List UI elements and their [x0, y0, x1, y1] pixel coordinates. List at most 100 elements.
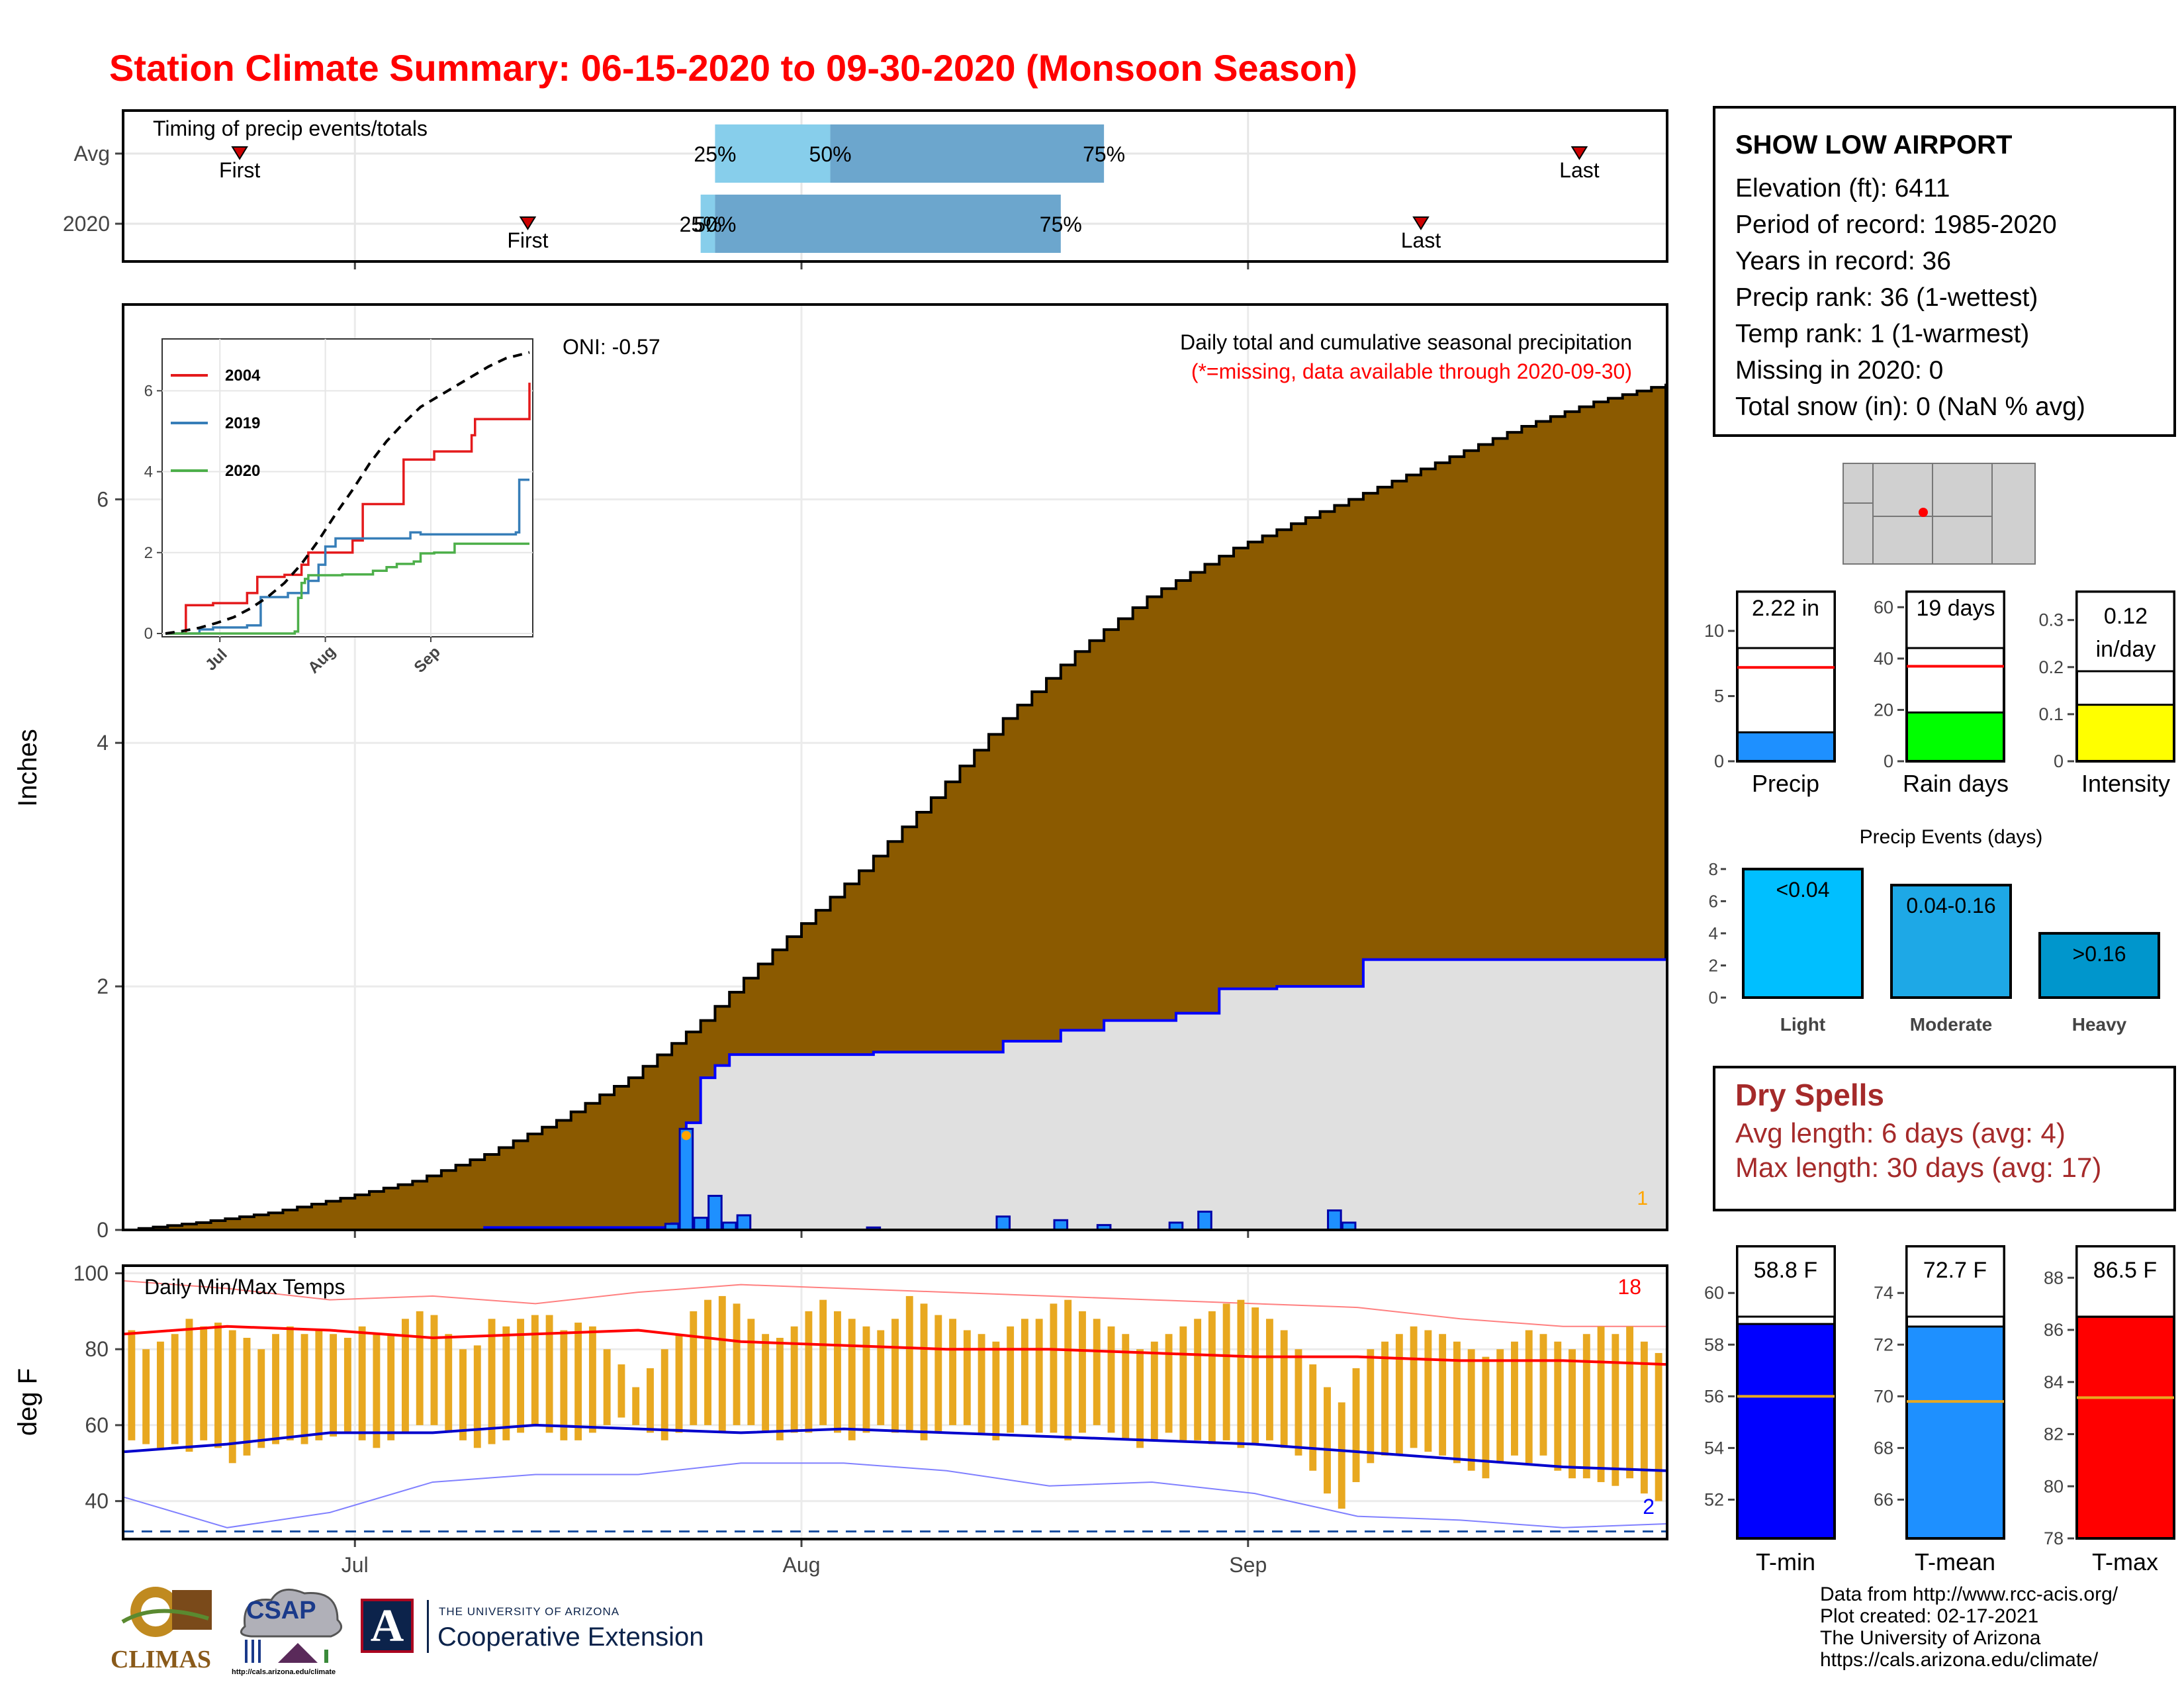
- record-high-line: [124, 1280, 1666, 1327]
- daily-temp-bar: [1612, 1334, 1619, 1486]
- precip-ytick-label: 2: [97, 974, 109, 998]
- events-ytick-label: 0: [1709, 988, 1718, 1008]
- daily-temp-bar: [675, 1334, 683, 1433]
- precip-value-label: 2.22 in: [1752, 596, 1819, 621]
- daily-temp-bar: [1640, 1341, 1648, 1494]
- daily-temp-bar: [1064, 1299, 1072, 1440]
- tmean-category-label: T-mean: [1915, 1548, 1995, 1575]
- daily-temp-bar: [1511, 1341, 1518, 1456]
- dry-spells-avg: Avg length: 6 days (avg: 4): [1735, 1117, 2066, 1149]
- events-ytick-label: 2: [1709, 955, 1718, 975]
- timing-bar-q25-q50: [700, 195, 715, 253]
- daily-temp-bar: [647, 1368, 654, 1433]
- timing-panel-border: [122, 109, 1668, 263]
- intensity-category-label: Intensity: [2081, 770, 2170, 797]
- daily-temp-bar: [790, 1326, 798, 1433]
- daily-precip-bar: [1053, 1219, 1069, 1231]
- daily-temp-bar: [1352, 1368, 1360, 1482]
- precip-ytick-label: 0: [97, 1218, 109, 1242]
- inset-ytick-label: 2: [144, 544, 153, 562]
- daily-temp-bar: [1021, 1319, 1028, 1425]
- daily-temp-bar: [1150, 1341, 1158, 1440]
- csap-url: http://cals.arizona.edu/climate: [232, 1668, 336, 1676]
- tmean-value-box: [1905, 1245, 2005, 1318]
- avg-tmax-line: [124, 1325, 1666, 1366]
- temp-count-max: 18: [1617, 1275, 1641, 1299]
- events-bin-label: >0.16: [2073, 942, 2126, 966]
- cumulative-2020-area: [484, 959, 1666, 1230]
- daily-temp-bar: [286, 1326, 294, 1440]
- daily-temp-bar: [1582, 1334, 1590, 1479]
- raindays_summary-ytick-label: 60: [1874, 597, 1893, 617]
- daily-temp-bar: [1050, 1303, 1058, 1433]
- station-info-panel: SHOW LOW AIRPORT Elevation (ft): 6411 Pe…: [1713, 106, 2176, 437]
- oni-annotation: ONI: -0.57: [563, 335, 660, 359]
- temp-ytick-label: 40: [85, 1489, 109, 1513]
- tmin_summary-ytick-label: 60: [1704, 1283, 1724, 1303]
- dry-spells-heading: Dry Spells: [1735, 1078, 1884, 1112]
- timing-last-marker: [1412, 216, 1430, 230]
- daily-temp-bar: [920, 1303, 928, 1440]
- record-low-line: [124, 1462, 1666, 1528]
- daily-temp-bar: [228, 1330, 236, 1464]
- tmin_summary-chart: 52 54 56 58 60: [1704, 1245, 1836, 1540]
- avg-tmin-line: [124, 1423, 1666, 1472]
- inset-series-line: [165, 542, 529, 635]
- precip_summary-ytick-label: 10: [1704, 621, 1724, 641]
- credit-line: Data from http://www.rcc-acis.org/: [1820, 1583, 2118, 1605]
- timing-first-marker: [519, 216, 537, 230]
- tmean_summary-chart: 66 68 70 72 74: [1874, 1245, 2005, 1540]
- state-borders: [1843, 463, 1993, 564]
- daily-temp-bar: [1525, 1330, 1533, 1464]
- page-title: Station Climate Summary: 06-15-2020 to 0…: [109, 47, 1357, 89]
- timing-q50-label: 50%: [694, 212, 736, 236]
- events-bin-label: <0.04: [1776, 878, 1830, 902]
- timing-first-label: First: [507, 228, 548, 252]
- daily-temp-bar: [1295, 1349, 1302, 1456]
- daily-temp-bar: [1324, 1387, 1331, 1494]
- tmean-value-label: 72.7 F: [1923, 1258, 1987, 1283]
- daily-temp-bar: [387, 1334, 395, 1440]
- credit-line: https://cals.arizona.edu/climate/: [1820, 1649, 2099, 1671]
- intensity_summary-chart: 0 0.1 0.2 0.3: [2038, 590, 2175, 771]
- tmax_summary-chart: 78 80 82 84 86 88: [2044, 1245, 2175, 1548]
- timing-row-label: 2020: [63, 212, 110, 236]
- tmin_summary-ytick-label: 54: [1704, 1438, 1724, 1458]
- tmax-value-box: [2075, 1245, 2175, 1318]
- daily-temp-bar: [1424, 1330, 1432, 1452]
- station-info-line: Period of record: 1985-2020: [1735, 211, 2057, 239]
- daily-temp-bar: [445, 1334, 453, 1433]
- tmax_summary-ytick-label: 78: [2044, 1528, 2064, 1548]
- tmean_summary-ytick-label: 72: [1874, 1335, 1893, 1354]
- daily-temp-bar: [1626, 1326, 1634, 1479]
- daily-temp-bar: [560, 1330, 568, 1440]
- station-info-line: Total snow (in): 0 (NaN % avg): [1735, 393, 2085, 421]
- events-ytick-label: 8: [1709, 859, 1718, 879]
- inset-legend-label: 2019: [225, 414, 260, 432]
- station-name: SHOW LOW AIRPORT: [1735, 130, 2013, 160]
- daily-temp-bar: [833, 1311, 841, 1433]
- daily-temp-bar: [1007, 1326, 1015, 1433]
- daily-temp-bar: [315, 1330, 323, 1440]
- raindays-category-label: Rain days: [1903, 770, 2009, 797]
- daily-temp-bar: [1482, 1356, 1490, 1479]
- events-bar: [1890, 884, 2012, 999]
- precip_summary-ytick-label: 5: [1714, 686, 1724, 706]
- daily-temp-bar: [862, 1326, 870, 1433]
- daily-temp-bar: [1136, 1349, 1144, 1448]
- tmin-value-label: 58.8 F: [1754, 1258, 1817, 1283]
- inset-ytick-label: 0: [144, 625, 153, 643]
- daily-temp-bar: [805, 1311, 813, 1433]
- timing-last-marker: [1570, 146, 1588, 160]
- max-daily-marker: [681, 1131, 691, 1141]
- daily-temp-bar: [459, 1349, 467, 1440]
- precip-subtitle: (*=missing, data available through 2020-…: [1191, 359, 1632, 383]
- temp-ytick-label: 100: [73, 1261, 109, 1285]
- precip-corner-count: 1: [1637, 1188, 1648, 1209]
- daily-temp-bar: [488, 1319, 496, 1444]
- raindays-value-box: [1905, 590, 2005, 649]
- events-title: Precip Events (days): [1860, 826, 2043, 848]
- tmean_summary-bar: [1905, 1325, 2005, 1540]
- daily-temp-bar: [588, 1326, 596, 1433]
- daily-temp-bar: [704, 1299, 711, 1425]
